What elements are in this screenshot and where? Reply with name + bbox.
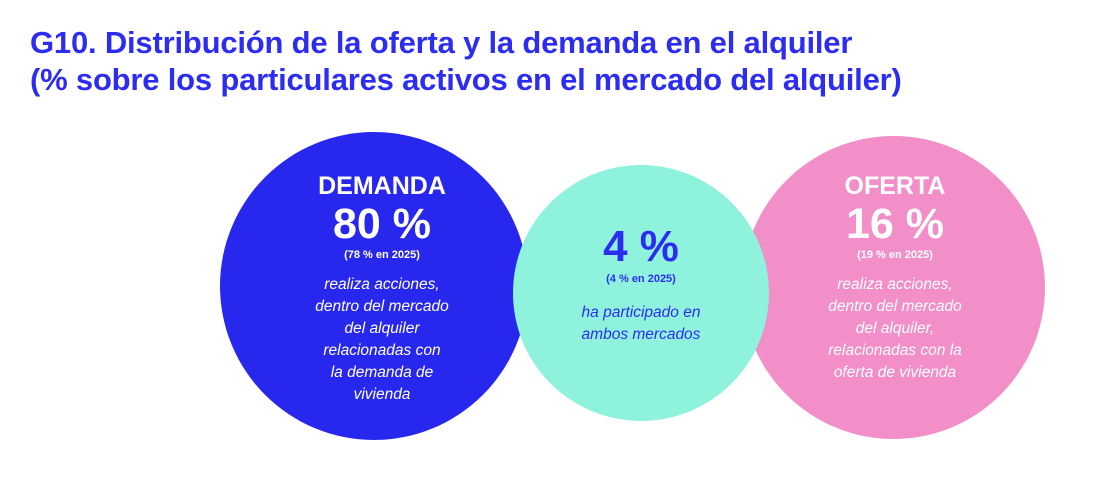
offer-description: realiza acciones, dentro del mercado del…	[780, 274, 1010, 384]
demand-description-line: la demanda de	[330, 364, 434, 381]
both-markets-percentage: 4 %	[603, 222, 679, 271]
offer-block: OFERTA 16 % (19 % en 2025) realiza accio…	[780, 172, 1010, 384]
offer-circle	[742, 136, 1045, 439]
demand-description-line: del alquiler	[344, 320, 420, 337]
both-markets-description: ha participado en ambos mercados	[531, 302, 751, 346]
both-markets-block: 4 % (4 % en 2025) ha participado en ambo…	[531, 222, 751, 346]
demand-block: DEMANDA 80 % (78 % en 2025) realiza acci…	[272, 172, 492, 406]
both-markets-description-line: ha participado en	[581, 304, 701, 321]
offer-label: OFERTA	[844, 172, 946, 200]
offer-previous-year: (19 % en 2025)	[857, 249, 933, 261]
demand-description-line: dentro del mercado	[315, 298, 449, 315]
offer-description-line: oferta de vivienda	[833, 364, 957, 381]
both-markets-previous-year: (4 % en 2025)	[606, 273, 676, 285]
chart-title-line-1: G10. Distribución de la oferta y la dema…	[30, 25, 853, 60]
offer-description-line: del alquiler,	[855, 320, 935, 337]
both-markets-circle	[513, 165, 769, 421]
demand-description: realiza acciones, dentro del mercado del…	[272, 274, 492, 406]
demand-previous-year: (78 % en 2025)	[344, 249, 420, 261]
offer-description-line: dentro del mercado	[828, 298, 962, 315]
demand-circle	[220, 132, 528, 440]
chart-title: G10. Distribución de la oferta y la dema…	[30, 24, 902, 98]
demand-description-line: vivienda	[353, 386, 411, 403]
demand-description-line: relacionadas con	[323, 342, 441, 359]
offer-description-line: relacionadas con la	[828, 342, 962, 359]
offer-percentage: 16 %	[845, 200, 944, 248]
demand-percentage: 80 %	[332, 200, 431, 248]
demand-label: DEMANDA	[318, 172, 446, 200]
both-markets-description-line: ambos mercados	[581, 326, 701, 343]
chart-title-line-2: (% sobre los particulares activos en el …	[30, 62, 902, 97]
demand-description-line: realiza acciones,	[324, 276, 440, 293]
offer-description-line: realiza acciones,	[837, 276, 953, 293]
